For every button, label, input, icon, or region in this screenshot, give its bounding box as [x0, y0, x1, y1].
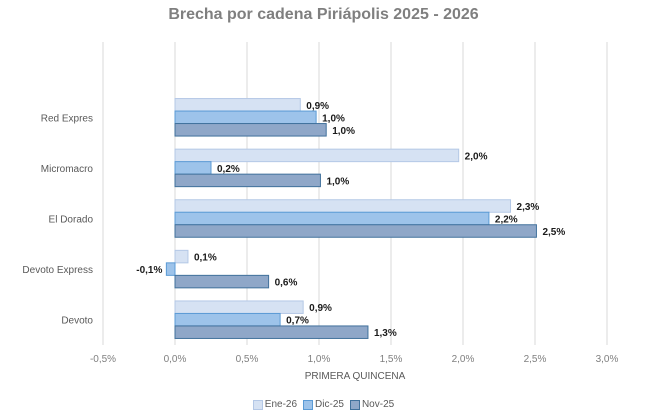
bar-dic-25-devoto	[174, 312, 281, 327]
category-label: Red Expres	[41, 113, 93, 124]
data-label: 1,0%	[322, 113, 345, 124]
legend: Ene-26 Dic-25 Nov-25	[0, 399, 647, 413]
bar-ene-26-devoto	[174, 300, 304, 314]
data-label: -0,1%	[136, 265, 162, 276]
bar-ene-26-devoto-express	[174, 249, 189, 264]
data-label: 0,2%	[217, 164, 240, 175]
data-label: 2,0%	[465, 151, 488, 162]
category-label: Devoto	[61, 316, 93, 327]
legend-swatch	[303, 399, 314, 410]
data-label: 2,3%	[517, 202, 540, 213]
category-label: Micromacro	[41, 164, 94, 175]
x-tick-label: 1,0%	[308, 354, 331, 365]
x-axis-label: PRIMERA QUINCENA	[304, 371, 406, 382]
bar-dic-25-micromacro	[174, 161, 212, 175]
legend-item: Ene-26	[252, 399, 298, 410]
data-label: 0,9%	[309, 303, 332, 314]
data-label: 0,1%	[194, 253, 217, 264]
x-tick-label: -0,5%	[90, 354, 116, 365]
bar-ene-26-micromacro	[174, 148, 460, 163]
category-label: El Dorado	[49, 215, 94, 226]
x-tick-label: 2,0%	[452, 354, 475, 365]
legend-label: Ene-26	[264, 399, 298, 410]
bar-dic-25-el-dorado	[174, 211, 490, 226]
bar-nov-25-devoto	[174, 325, 369, 339]
bar-nov-25-el-dorado	[174, 224, 537, 238]
chart-title: Brecha por cadena Piriápolis 2025 - 2026	[168, 6, 479, 23]
bar-ene-26-el-dorado	[174, 199, 512, 213]
data-label: 0,6%	[275, 278, 298, 289]
category-label: Devoto Express	[22, 265, 93, 276]
x-tick-label: 1,5%	[380, 354, 403, 365]
legend-item: Dic-25	[303, 399, 344, 410]
x-tick-label: 2,5%	[524, 354, 547, 365]
data-label: 2,5%	[542, 227, 565, 238]
bar-dic-25-devoto-express	[165, 262, 176, 276]
data-label: 0,9%	[306, 101, 329, 112]
legend-swatch	[349, 399, 360, 410]
x-tick-label: 0,5%	[236, 354, 259, 365]
legend-item: Nov-25	[349, 399, 395, 410]
x-tick-label: 0,0%	[164, 354, 187, 365]
bar-nov-25-red-expres	[174, 123, 327, 137]
x-tick-label: 3,0%	[596, 354, 619, 365]
legend-label: Dic-25	[315, 399, 344, 410]
data-label: 1,0%	[332, 126, 355, 137]
data-label: 0,7%	[286, 316, 309, 327]
legend-label: Nov-25	[361, 399, 395, 410]
bar-ene-26-red-expres	[174, 98, 301, 112]
legend-swatch	[252, 399, 263, 410]
bar-nov-25-micromacro	[174, 173, 321, 188]
data-label: 2,2%	[495, 215, 518, 226]
data-label: 1,3%	[374, 328, 397, 339]
bar-dic-25-red-expres	[174, 110, 317, 125]
data-label: 1,0%	[326, 176, 349, 187]
bar-nov-25-devoto-express	[174, 274, 270, 289]
